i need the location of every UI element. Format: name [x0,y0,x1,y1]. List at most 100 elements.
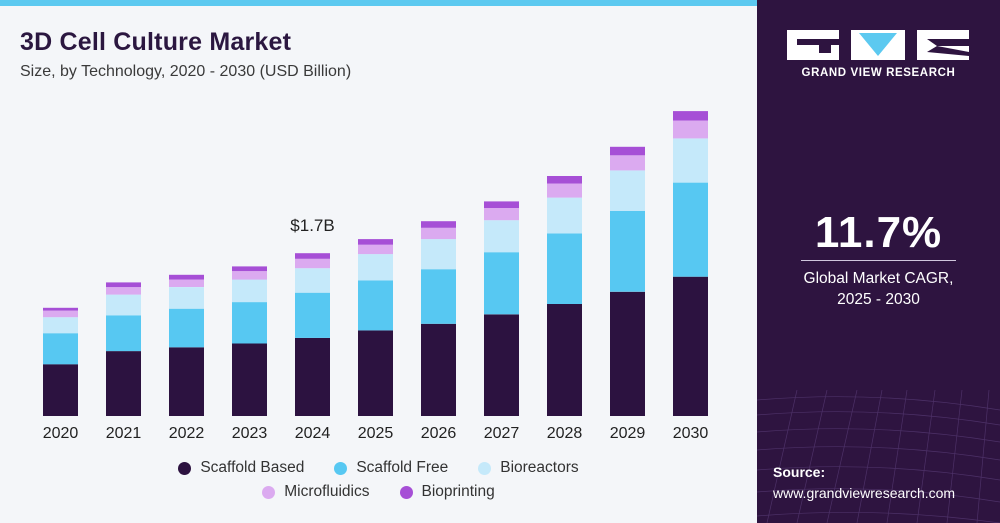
bar-segment-bioprinting-2020 [43,307,78,311]
legend-label: Scaffold Based [200,459,305,476]
legend-swatch [478,461,492,475]
bar-segment-bioprinting-2027 [484,201,519,208]
legend-swatch [334,461,348,475]
bar-segment-microfluidics-2029 [610,155,645,171]
bar-segment-scaffold-based-2024 [295,337,330,416]
bar-segment-scaffold-based-2023 [232,343,267,416]
cagr-label: Global Market CAGR, 2025 - 2030 [757,268,1000,310]
bar-segment-scaffold-free-2030 [673,182,708,277]
grand-view-research-logo [787,30,969,60]
x-tick-label: 2030 [673,425,709,442]
x-tick-label: 2026 [421,425,457,442]
x-tick-label: 2021 [106,425,142,442]
bar-segment-microfluidics-2028 [547,183,582,198]
bar-segment-bioreactors-2030 [673,138,708,183]
legend-swatch [262,485,276,499]
legend-swatch [178,461,192,475]
bar-segment-bioprinting-2029 [610,146,645,156]
bar-segment-bioreactors-2021 [106,294,141,316]
legend-label: Microfluidics [284,483,370,500]
cagr-value: 11.7% [814,208,943,257]
bar-segment-scaffold-free-2021 [106,315,141,352]
bar-segment-scaffold-based-2026 [421,323,456,416]
stacked-bar-chart: 2020 2021 2022 2023 2024 $1.7B 2025 2026 2027 202… [43,111,709,442]
bar-segment-bioreactors-2027 [484,220,519,253]
bar-segment-microfluidics-2024 [295,258,330,269]
divider [801,260,956,261]
legend-row: Microfluidics Bioprinting [0,480,757,504]
source-label: Source: [773,464,826,480]
bar-segment-scaffold-free-2020 [43,333,78,365]
mesh-pattern [757,389,1000,523]
bar-segment-bioreactors-2023 [232,279,267,303]
bar-segment-scaffold-based-2021 [106,351,141,416]
accent-bar [0,0,757,6]
bar-segment-scaffold-free-2023 [232,302,267,344]
bar-segment-bioprinting-2025 [358,239,393,245]
chart-subtitle: Size, by Technology, 2020 - 2030 (USD Bi… [20,63,352,80]
bar-segment-microfluidics-2020 [43,310,78,318]
x-tick-label: 2024 [295,425,331,442]
x-tick-label: 2023 [232,425,268,442]
bar-segment-microfluidics-2027 [484,208,519,221]
cagr-label-line: 2025 - 2030 [837,291,920,308]
bar-segment-scaffold-based-2029 [610,291,645,416]
legend-item: Bioprinting [399,483,495,501]
bar-segment-bioreactors-2022 [169,287,204,309]
bar-segment-scaffold-based-2025 [358,330,393,416]
x-tick-label: 2020 [43,425,79,442]
x-tick-label: 2028 [547,425,583,442]
bar-segment-scaffold-free-2027 [484,252,519,315]
bar-segment-scaffold-free-2024 [295,292,330,338]
source-url: www.grandviewresearch.com [773,485,956,501]
bar-segment-microfluidics-2022 [169,279,204,287]
legend-item: Scaffold Based [178,459,304,477]
legend: Scaffold Based Scaffold Free Bioreactors M… [0,456,757,512]
bar-segment-scaffold-free-2026 [421,269,456,324]
bar-segment-bioprinting-2023 [232,266,267,272]
bar-segment-microfluidics-2026 [421,227,456,240]
cagr-label-line: Global Market CAGR, [803,270,954,287]
legend-item: Scaffold Free [334,459,448,477]
bar-segment-bioreactors-2024 [295,268,330,293]
bar-segment-scaffold-based-2027 [484,314,519,416]
legend-row: Scaffold Based Scaffold Free Bioreactors [0,456,757,480]
legend-label: Scaffold Free [356,459,449,476]
bar-segment-microfluidics-2021 [106,287,141,295]
x-tick-label: 2025 [358,425,394,442]
legend-item: Bioreactors [478,459,579,477]
bar-segment-bioreactors-2028 [547,197,582,234]
x-tick-label: 2022 [169,425,205,442]
legend-label: Bioreactors [500,459,579,476]
bar-segment-bioreactors-2025 [358,254,393,281]
bar-segment-scaffold-free-2029 [610,210,645,292]
bar-segment-microfluidics-2030 [673,120,708,139]
legend-swatch [399,485,413,499]
bar-segment-scaffold-free-2025 [358,280,393,331]
bar-segment-scaffold-free-2022 [169,308,204,348]
x-tick-label: 2029 [610,425,646,442]
x-tick-label: 2027 [484,425,520,442]
bar-segment-bioreactors-2026 [421,239,456,270]
bar-segment-scaffold-free-2028 [547,233,582,304]
bar-segment-bioprinting-2026 [421,221,456,228]
legend-label: Bioprinting [421,483,495,500]
chart-title: 3D Cell Culture Market [20,28,292,56]
bar-segment-bioprinting-2021 [106,282,141,288]
bar-segment-scaffold-based-2030 [673,276,708,416]
bar-segment-bioprinting-2022 [169,274,204,280]
bar-segment-microfluidics-2025 [358,244,393,255]
bar-segment-scaffold-based-2020 [43,364,78,416]
data-label: $1.7B [290,216,334,235]
bar-segment-scaffold-based-2022 [169,347,204,416]
sidebar-panel: GRAND VIEW RESEARCH 11.7% Global Market … [757,0,1000,523]
bar-segment-bioprinting-2030 [673,111,708,121]
bar-segment-bioprinting-2024 [295,253,330,259]
bar-segment-microfluidics-2023 [232,271,267,280]
bar-segment-bioreactors-2029 [610,170,645,211]
bar-segment-bioreactors-2020 [43,317,78,334]
legend-item: Microfluidics [262,483,370,501]
bar-segment-bioprinting-2028 [547,176,582,184]
brand-name: GRAND VIEW RESEARCH [801,67,956,79]
